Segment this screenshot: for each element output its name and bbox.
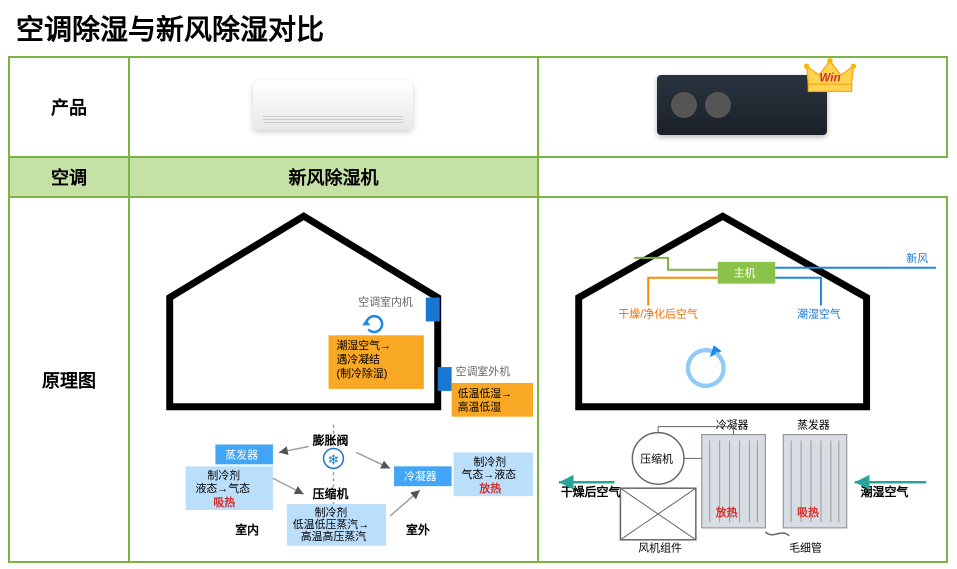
svg-text:(制冷除湿): (制冷除湿) xyxy=(336,366,387,380)
svg-text:低温低压蒸汽→: 低温低压蒸汽→ xyxy=(293,517,369,531)
svg-text:气态→液态: 气态→液态 xyxy=(462,467,517,481)
svg-text:主机: 主机 xyxy=(734,266,756,280)
crown-win-icon: Win xyxy=(803,57,857,97)
ac-unit-icon xyxy=(253,80,413,130)
svg-text:毛细管: 毛细管 xyxy=(789,541,822,555)
svg-text:高温高压蒸汽: 高温高压蒸汽 xyxy=(301,529,367,543)
svg-text:放热: 放热 xyxy=(715,505,738,519)
svg-text:吸热: 吸热 xyxy=(213,495,235,509)
svg-text:风机组件: 风机组件 xyxy=(638,541,682,555)
svg-text:潮湿空气→: 潮湿空气→ xyxy=(336,338,391,352)
svg-text:室内: 室内 xyxy=(235,523,259,537)
col-label-fresh: 新风除湿机 xyxy=(129,157,538,197)
svg-text:冷凝器: 冷凝器 xyxy=(404,469,437,483)
svg-text:干燥后空气: 干燥后空气 xyxy=(561,485,621,499)
svg-text:液态→气态: 液态→气态 xyxy=(196,481,251,495)
svg-text:遇冷凝结: 遇冷凝结 xyxy=(336,352,380,366)
svg-text:制冷剂: 制冷剂 xyxy=(473,454,506,468)
svg-text:低温低湿→: 低温低湿→ xyxy=(458,387,513,400)
svg-text:高温低湿: 高温低湿 xyxy=(458,400,502,414)
svg-text:室外: 室外 xyxy=(406,523,430,537)
svg-text:压缩机: 压缩机 xyxy=(313,487,349,501)
svg-text:压缩机: 压缩机 xyxy=(640,451,673,465)
comparison-table: 产品 Win 空调 新风除湿机 原理图 空调室内机 xyxy=(8,56,948,563)
fresh-diagram: 主机 新风 潮湿空气 干燥/净化后空气 冷凝器 蒸发器 压缩机 xyxy=(539,198,946,556)
svg-text:潮湿空气: 潮湿空气 xyxy=(861,485,909,499)
svg-text:❄: ❄ xyxy=(328,451,340,467)
svg-text:Win: Win xyxy=(820,71,841,84)
product-row: 产品 Win xyxy=(9,57,947,157)
col-label-ac: 空调 xyxy=(9,157,129,197)
svg-text:蒸发器: 蒸发器 xyxy=(797,418,830,432)
svg-text:制冷剂: 制冷剂 xyxy=(315,505,348,519)
svg-text:吸热: 吸热 xyxy=(797,505,819,519)
row-label-diagram: 原理图 xyxy=(9,197,129,562)
fresh-diagram-cell: 主机 新风 潮湿空气 干燥/净化后空气 冷凝器 蒸发器 压缩机 xyxy=(538,197,947,562)
svg-text:空调室内机: 空调室内机 xyxy=(358,295,413,309)
svg-text:膨胀阀: 膨胀阀 xyxy=(312,433,349,447)
diagram-row: 原理图 空调室内机 潮湿空气→ 遇冷凝结 (制冷除湿) 空调室外机 低温低湿→ xyxy=(9,197,947,562)
row-label-product: 产品 xyxy=(9,57,129,157)
svg-text:蒸发器: 蒸发器 xyxy=(225,447,258,461)
svg-text:放热: 放热 xyxy=(478,481,501,495)
product-fresh-cell: Win xyxy=(538,57,947,157)
svg-text:制冷剂: 制冷剂 xyxy=(207,468,240,482)
header-row: 空调 新风除湿机 xyxy=(9,157,947,197)
page-title: 空调除湿与新风除湿对比 xyxy=(0,0,957,56)
product-ac-cell xyxy=(129,57,538,157)
ac-diagram: 空调室内机 潮湿空气→ 遇冷凝结 (制冷除湿) 空调室外机 低温低湿→ 高温低湿… xyxy=(130,198,537,556)
svg-text:新风: 新风 xyxy=(906,251,928,265)
svg-text:潮湿空气: 潮湿空气 xyxy=(797,306,841,320)
ac-diagram-cell: 空调室内机 潮湿空气→ 遇冷凝结 (制冷除湿) 空调室外机 低温低湿→ 高温低湿… xyxy=(129,197,538,562)
svg-text:冷凝器: 冷凝器 xyxy=(716,418,749,432)
svg-text:干燥/净化后空气: 干燥/净化后空气 xyxy=(618,306,697,320)
fresh-air-unit-icon xyxy=(657,75,827,135)
svg-text:空调室外机: 空调室外机 xyxy=(456,364,511,378)
